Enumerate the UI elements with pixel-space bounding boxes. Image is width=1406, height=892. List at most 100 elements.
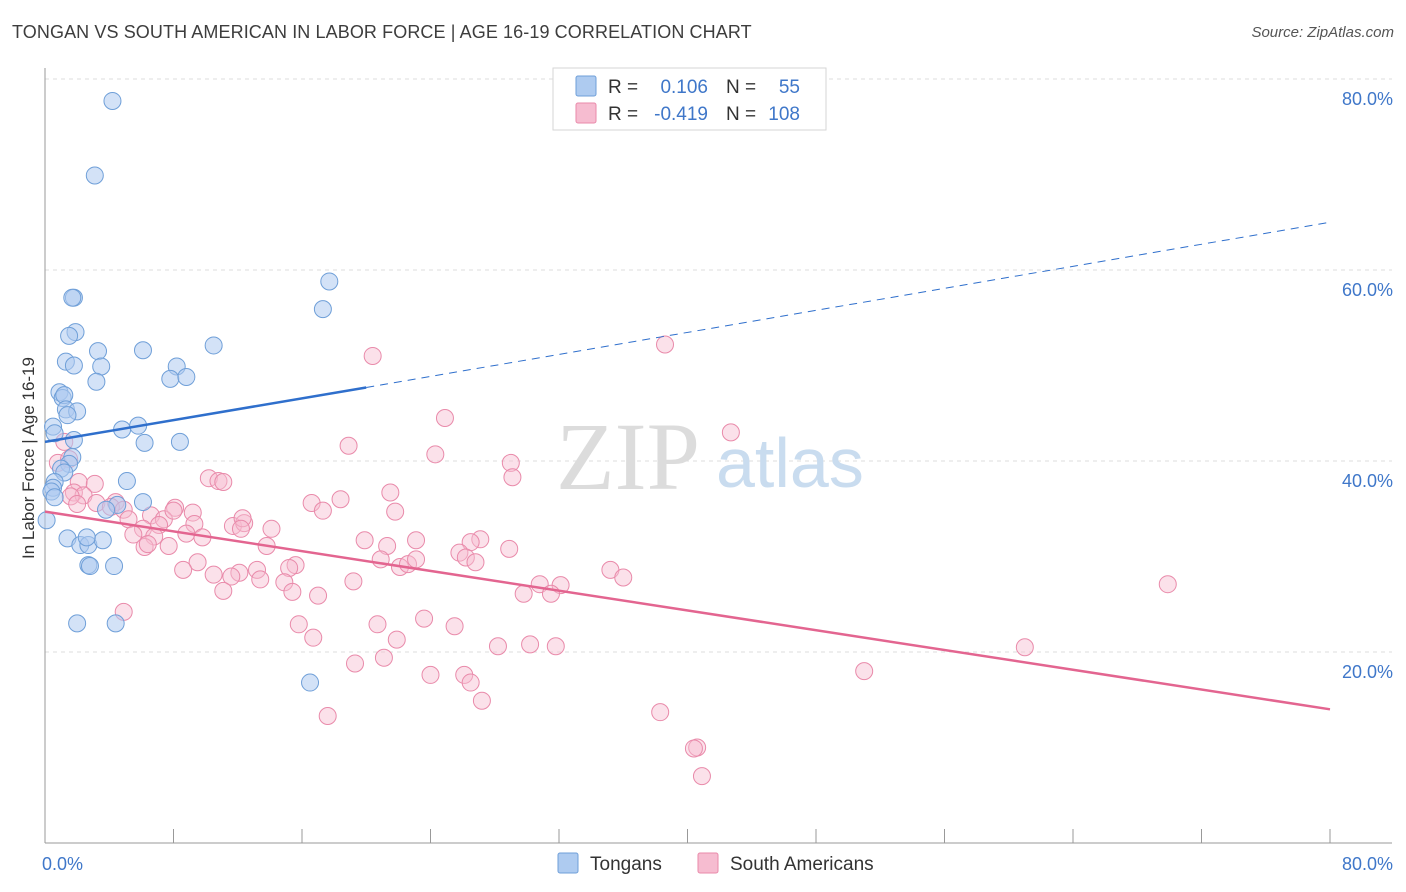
- tongans-points: [37, 91, 339, 692]
- south-americans-point: [721, 423, 740, 442]
- bottom-legend-swatch-tongans: [557, 852, 579, 874]
- watermark-zip: ZIP: [556, 403, 700, 510]
- tongans-point: [105, 557, 124, 576]
- tongans-point: [135, 433, 154, 452]
- south-americans-point: [166, 498, 185, 517]
- south-americans-point: [368, 615, 387, 634]
- south-americans-point: [331, 490, 350, 509]
- bottom-legend-swatch-south-americans: [697, 852, 719, 874]
- south-americans-point: [183, 503, 202, 522]
- south-americans-point: [381, 483, 400, 502]
- south-americans-point: [445, 617, 464, 636]
- south-americans-point: [546, 637, 565, 656]
- south-americans-point: [344, 572, 363, 591]
- south-americans-point: [214, 473, 233, 492]
- south-americans-point: [692, 767, 711, 786]
- south-americans-point: [138, 535, 157, 554]
- south-americans-point: [188, 553, 207, 572]
- south-americans-point: [466, 553, 485, 572]
- south-americans-point: [407, 550, 426, 569]
- legend-box: [552, 67, 827, 131]
- south-americans-point: [387, 630, 406, 649]
- south-americans-point: [222, 567, 241, 586]
- south-americans-point: [1158, 575, 1177, 594]
- legend-n-label-tongans: N =: [726, 77, 756, 98]
- source-label: Source: ZipAtlas.com: [1251, 24, 1394, 41]
- south-americans-point: [204, 565, 223, 584]
- south-americans-point: [684, 739, 703, 758]
- tongans-point: [45, 488, 64, 507]
- trend-lines: [44, 221, 1331, 711]
- legend-swatch-south-americans: [575, 102, 597, 124]
- legend-n-value-south-americans: 108: [768, 104, 800, 125]
- y-tick-label-60: 60.0%: [1342, 280, 1393, 300]
- correlation-legend: R = 0.106 N = 55 R = -0.419 N = 108: [552, 67, 827, 131]
- tongans-point: [45, 424, 64, 443]
- tongans-point: [117, 472, 136, 491]
- south-americans-point: [488, 637, 507, 656]
- tongans-point: [63, 288, 82, 307]
- south-americans-point: [472, 691, 491, 710]
- tongans-point: [64, 430, 83, 449]
- bottom-legend-south-americans: South Americans: [730, 854, 874, 875]
- legend-r-value-south-americans: -0.419: [654, 104, 708, 125]
- grid-lines: [45, 78, 1392, 653]
- south-americans-point: [69, 473, 88, 492]
- south-americans-point: [386, 502, 405, 521]
- tongans-point: [85, 166, 104, 185]
- x-tick-label-max: 80.0%: [1342, 854, 1393, 874]
- tongans-point: [80, 557, 99, 576]
- south-americans-point: [85, 474, 104, 493]
- axes: [44, 68, 1392, 844]
- south-americans-point: [355, 531, 374, 550]
- tongans-point: [177, 367, 196, 386]
- tongans-point: [77, 528, 96, 547]
- tongans-point: [87, 372, 106, 391]
- tongans-point: [161, 369, 180, 388]
- tongans-point: [89, 342, 108, 361]
- south-americans-point: [503, 468, 522, 487]
- south-americans-point: [461, 673, 480, 692]
- legend-n-value-tongans: 55: [779, 77, 800, 98]
- south-americans-point: [455, 665, 474, 684]
- south-americans-point: [501, 453, 520, 472]
- tongans-point: [106, 614, 125, 633]
- south-americans-point: [174, 560, 193, 579]
- south-americans-point: [339, 436, 358, 455]
- tongans-point: [170, 432, 189, 451]
- tongans-point: [133, 493, 152, 512]
- south-americans-point: [521, 635, 540, 654]
- south-americans-point: [855, 662, 874, 681]
- south-americans-point: [415, 609, 434, 628]
- tongans-point: [103, 91, 122, 110]
- south-americans-point: [313, 501, 332, 520]
- chart-title: TONGAN VS SOUTH AMERICAN IN LABOR FORCE …: [12, 22, 752, 42]
- legend-r-label-south-americans: R =: [608, 104, 638, 125]
- tongans-point: [58, 406, 77, 425]
- south-americans-point: [651, 703, 670, 722]
- tongans-point: [37, 511, 56, 530]
- y-axis-title: In Labor Force | Age 16-19: [19, 357, 38, 559]
- south-americans-point: [514, 584, 533, 603]
- tongans-point: [92, 357, 111, 376]
- south-americans-point: [135, 537, 154, 556]
- tongans-trend-extension: [366, 221, 1331, 388]
- south-americans-point: [656, 335, 675, 354]
- south-americans-point: [231, 519, 250, 538]
- tongans-point: [313, 300, 332, 319]
- south-americans-point: [1015, 638, 1034, 657]
- tongans-trend-line: [44, 386, 367, 444]
- bottom-legend-tongans: Tongans: [590, 854, 662, 875]
- south-americans-point: [68, 494, 87, 513]
- legend-n-label-south-americans: N =: [726, 104, 756, 125]
- x-tick-label-min: 0.0%: [42, 854, 83, 874]
- south-americans-points: [48, 335, 1177, 786]
- tongans-point: [97, 500, 116, 519]
- south-americans-point: [289, 615, 308, 634]
- south-americans-point: [500, 539, 519, 558]
- tongans-point: [68, 614, 87, 633]
- south-americans-point: [283, 582, 302, 601]
- tongans-point: [301, 673, 320, 692]
- legend-swatch-tongans: [575, 75, 597, 97]
